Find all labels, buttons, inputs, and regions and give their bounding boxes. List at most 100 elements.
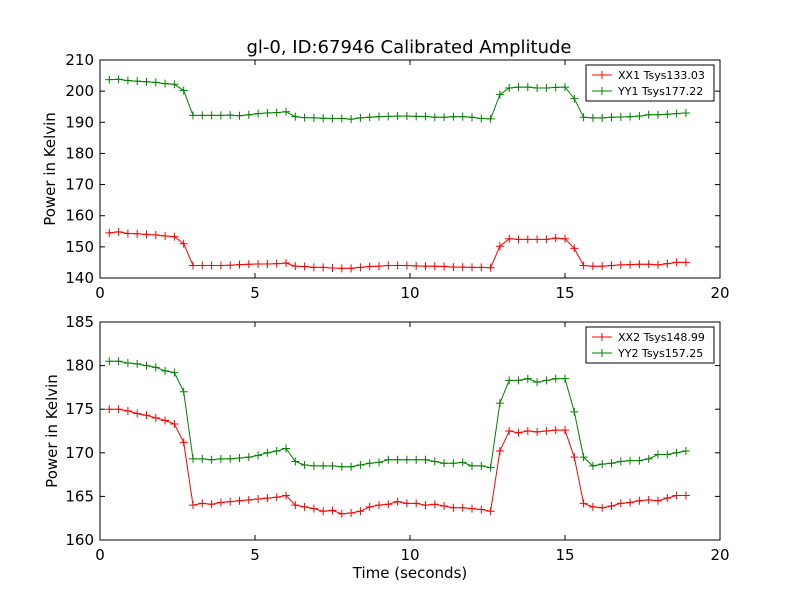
data-point-marker [207,261,216,270]
data-point-marker [672,448,681,457]
data-point-marker [291,112,300,121]
data-point-marker [616,112,625,121]
data-point-marker [170,420,179,429]
data-point-marker [282,259,290,268]
legend-box [585,64,715,102]
data-point-marker [114,405,123,414]
data-point-marker [114,357,123,366]
data-point-marker [151,363,160,372]
data-point-marker [681,491,690,500]
data-point-marker [468,263,476,272]
legend: XX2 Tsys148.99 YY2 Tsys157.25 [585,326,715,364]
data-point-marker [533,378,542,387]
legend-entry-label: YY1 Tsys177.22 [617,85,703,98]
legend-box [585,326,715,364]
data-point-marker [412,261,421,270]
data-point-marker [654,110,662,119]
data-point-marker [189,261,197,270]
data-point-marker [365,502,374,511]
data-point-marker [561,374,569,383]
y-tick-label: 180 [65,144,94,162]
data-point-marker [161,416,170,425]
data-point-marker [123,229,132,238]
data-point-marker [207,500,216,509]
data-point-marker [542,84,551,93]
data-point-marker [430,457,439,466]
data-point-marker [189,454,197,463]
x-tick-label: 10 [400,284,419,302]
y-tick-label: 140 [65,269,94,287]
legend-entry-label: XX1 Tsys133.03 [618,69,705,82]
data-point-marker [468,113,476,122]
data-point-marker [189,111,197,120]
x-tick-label: 20 [710,284,729,302]
data-point-marker [319,263,328,272]
y-axis-label: Power in Kelvin [43,374,61,488]
data-point-marker [570,407,579,416]
data-point-marker [672,109,681,118]
data-point-marker [551,426,560,435]
data-point-marker [365,113,374,122]
data-point-marker [570,244,579,253]
data-point-marker [151,78,160,87]
data-point-marker [523,374,532,383]
data-point-marker [681,258,690,267]
data-point-marker [254,109,263,118]
data-point-marker [244,453,253,462]
data-point-marker [579,453,588,462]
series-1 [105,405,690,518]
data-point-marker [170,368,179,377]
data-point-marker [133,229,142,238]
data-point-marker [616,457,625,466]
data-point-marker [179,239,188,248]
legend-swatch-marker [598,87,606,95]
data-point-marker [161,231,170,240]
legend-entry-label: XX2 Tsys148.99 [618,331,705,344]
data-point-marker [161,79,170,88]
data-point-marker [123,358,132,367]
data-point-marker [319,114,328,123]
data-point-marker [644,495,653,504]
data-point-marker [607,113,616,122]
data-point-marker [402,112,411,121]
data-point-marker [226,111,235,120]
x-tick-label: 15 [555,284,574,302]
data-point-marker [226,497,235,506]
data-point-marker [161,366,170,375]
y-tick-label: 170 [65,176,94,194]
data-point-marker [458,112,467,121]
data-point-marker [170,80,179,89]
data-point-marker [588,502,597,511]
data-point-marker [495,90,504,99]
data-point-marker [402,499,411,508]
data-point-marker [216,261,225,270]
data-point-marker [244,495,253,504]
data-point-marker [440,113,449,122]
data-point-marker [486,114,495,123]
x-tick-label: 5 [250,284,260,302]
data-point-marker [375,112,383,121]
data-point-marker [449,503,458,512]
data-point-marker [356,113,365,122]
legend-entry-label: YY2 Tsys157.25 [617,347,703,360]
data-point-marker [588,461,597,470]
data-point-marker [644,454,653,463]
data-point-marker [282,491,290,500]
data-point-marker [570,453,579,462]
x-tick-label: 10 [400,546,419,564]
data-point-marker [337,114,346,123]
data-point-marker [216,498,225,507]
plot-panel-1: 0 5 10 15 20 140 150 160 170 180 190 200 210 Power in… [41,51,730,302]
data-point-marker [542,235,551,244]
data-point-marker [142,230,151,239]
y-tick-label: 200 [65,82,94,100]
data-point-marker [337,264,346,273]
data-point-marker [495,399,504,408]
data-point-marker [570,94,579,103]
data-point-marker [421,455,430,464]
data-point-marker [412,112,421,121]
legend-swatch-marker [598,71,606,79]
data-point-marker [654,496,662,505]
